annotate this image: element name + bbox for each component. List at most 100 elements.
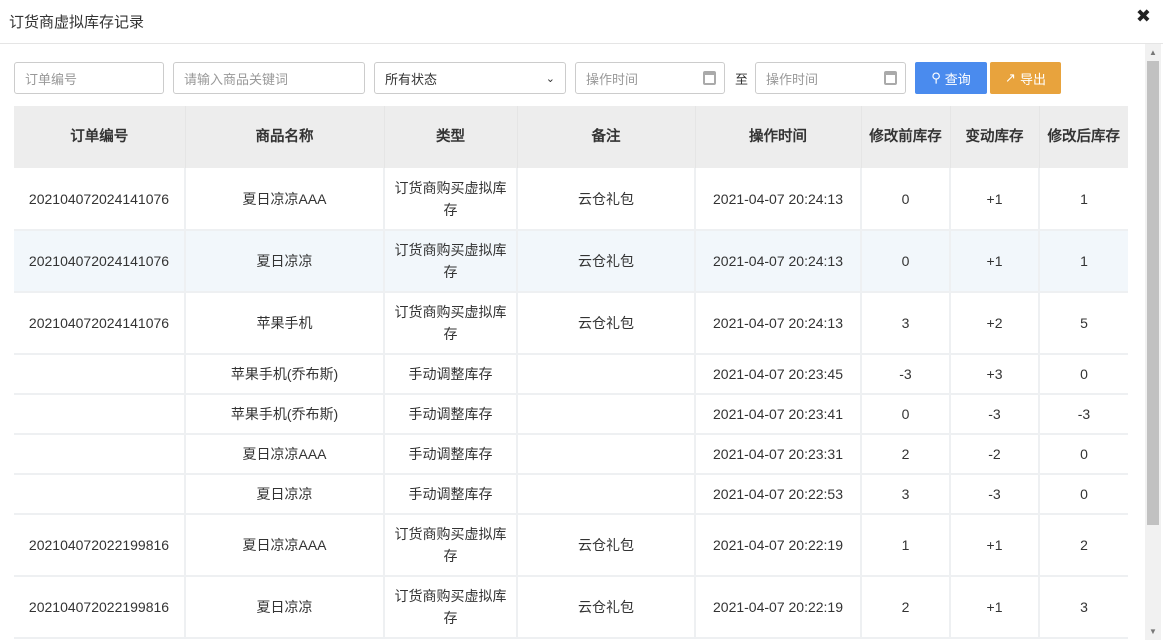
table-cell: 手动调整库存 <box>384 354 518 395</box>
order-no-input[interactable]: 订单编号 <box>14 62 164 94</box>
table-row[interactable]: 夏日凉凉AAA 手动调整库存 2021-04-07 20:23:31 2 -2 0 <box>14 434 1128 475</box>
to-label: 至 <box>735 71 749 87</box>
table-cell: 1 <box>861 514 951 577</box>
table-cell: 订货商购买虚拟库存 <box>384 292 518 355</box>
table-row[interactable]: 202104072024141076 夏日凉凉AAA 订货商购买虚拟库存 云仓礼包 20… <box>14 168 1128 231</box>
scrollbar-thumb[interactable] <box>1147 61 1159 525</box>
table-cell: -2 <box>950 434 1040 475</box>
table-cell: 5 <box>1039 292 1128 355</box>
table-cell: 云仓礼包 <box>517 292 696 355</box>
table-cell: 202104072022199816 <box>14 576 186 639</box>
table-cell: 苹果手机 <box>185 292 385 355</box>
inventory-table: 订单编号 商品名称 类型 备注 操作时间 修改前库存 变动库存 修改后库存 202104072… <box>14 106 1128 639</box>
table-cell: 云仓礼包 <box>517 576 696 639</box>
table-cell: 夏日凉凉AAA <box>185 514 385 577</box>
search-button[interactable]: ⚲ 查询 <box>915 62 988 94</box>
table-cell: -3 <box>950 474 1040 515</box>
table-cell: +1 <box>950 514 1040 577</box>
table-row[interactable]: 202104072024141076 夏日凉凉 订货商购买虚拟库存 云仓礼包 2021-… <box>14 230 1128 293</box>
export-label: 导出 <box>1019 71 1046 87</box>
start-time-input[interactable]: 操作时间 <box>575 62 725 94</box>
table-cell: 2 <box>1039 514 1128 577</box>
table-cell: 手动调整库存 <box>384 394 518 435</box>
table-cell: 2 <box>861 576 951 639</box>
end-time-placeholder: 操作时间 <box>766 71 819 87</box>
calendar-icon <box>703 71 716 85</box>
table-cell: 2021-04-07 20:23:31 <box>695 434 862 475</box>
column-header: 修改前库存 <box>861 106 951 168</box>
column-header: 修改后库存 <box>1039 106 1128 168</box>
keyword-input[interactable]: 请输入商品关键词 <box>173 62 365 94</box>
table-cell: 2021-04-07 20:22:19 <box>695 576 862 639</box>
table-cell <box>14 474 186 515</box>
end-time-input[interactable]: 操作时间 <box>755 62 907 94</box>
table-cell: 3 <box>861 292 951 355</box>
table-row[interactable]: 苹果手机(乔布斯) 手动调整库存 2021-04-07 20:23:41 0 -3 -3 <box>14 394 1128 435</box>
table-row[interactable]: 202104072022199816 夏日凉凉 订货商购买虚拟库存 云仓礼包 2021-… <box>14 576 1128 639</box>
table-cell: 2021-04-07 20:24:13 <box>695 292 862 355</box>
table-cell: 0 <box>861 394 951 435</box>
table-cell: 0 <box>1039 354 1128 395</box>
table-cell <box>517 354 696 395</box>
table-cell: 手动调整库存 <box>384 434 518 475</box>
column-header: 订单编号 <box>14 106 186 168</box>
table-cell: 2021-04-07 20:22:19 <box>695 514 862 577</box>
table-cell: 1 <box>1039 230 1128 293</box>
table-cell: 2021-04-07 20:23:41 <box>695 394 862 435</box>
close-icon[interactable]: ✖ <box>1135 6 1151 26</box>
table-cell <box>14 434 186 475</box>
table-cell: 夏日凉凉AAA <box>185 168 385 231</box>
column-header: 备注 <box>517 106 696 168</box>
status-selected: 所有状态 <box>385 71 438 87</box>
table-cell: 3 <box>861 474 951 515</box>
table-cell <box>517 474 696 515</box>
table-cell: 0 <box>1039 474 1128 515</box>
table-cell: +3 <box>950 354 1040 395</box>
table-cell: 订货商购买虚拟库存 <box>384 514 518 577</box>
table-cell: 1 <box>1039 168 1128 231</box>
table-cell: 202104072022199816 <box>14 514 186 577</box>
export-icon: ↗ <box>1005 70 1016 85</box>
table-cell: 订货商购买虚拟库存 <box>384 576 518 639</box>
table-cell: +2 <box>950 292 1040 355</box>
table-cell: 0 <box>1039 434 1128 475</box>
table-row[interactable]: 夏日凉凉 手动调整库存 2021-04-07 20:22:53 3 -3 0 <box>14 474 1128 515</box>
export-button[interactable]: ↗ 导出 <box>990 62 1062 94</box>
chevron-down-icon: ⌄ <box>545 72 555 85</box>
column-header: 变动库存 <box>950 106 1040 168</box>
table-cell: -3 <box>861 354 951 395</box>
table-cell: -3 <box>1039 394 1128 435</box>
table-cell: 夏日凉凉 <box>185 576 385 639</box>
table-cell: 2021-04-07 20:22:53 <box>695 474 862 515</box>
table-cell: 3 <box>1039 576 1128 639</box>
filter-toolbar: 订单编号 请输入商品关键词 所有状态 ⌄ 操作时间 至 操作时间 ⚲ 查询 ↗ 导出 <box>14 62 1062 94</box>
table-cell: 2021-04-07 20:24:13 <box>695 230 862 293</box>
table-cell: 2021-04-07 20:24:13 <box>695 168 862 231</box>
search-icon: ⚲ <box>931 70 941 85</box>
table-row[interactable]: 202104072022199816 夏日凉凉AAA 订货商购买虚拟库存 云仓礼包 20… <box>14 514 1128 577</box>
scroll-down-icon[interactable]: ▼ <box>1149 627 1157 636</box>
table-cell: 夏日凉凉AAA <box>185 434 385 475</box>
table-cell: +1 <box>950 168 1040 231</box>
table-cell: 202104072024141076 <box>14 292 186 355</box>
status-select[interactable]: 所有状态 ⌄ <box>374 62 566 94</box>
column-header: 操作时间 <box>695 106 862 168</box>
table-cell <box>14 354 186 395</box>
table-cell <box>14 394 186 435</box>
table-cell: 云仓礼包 <box>517 168 696 231</box>
table-cell: 0 <box>861 168 951 231</box>
start-time-placeholder: 操作时间 <box>586 71 639 87</box>
column-header: 商品名称 <box>185 106 385 168</box>
scroll-up-icon[interactable]: ▲ <box>1149 48 1157 57</box>
scrollbar[interactable]: ▲ ▼ <box>1145 44 1161 640</box>
table-cell: 订货商购买虚拟库存 <box>384 168 518 231</box>
dialog-title: 订货商虚拟库存记录 <box>0 0 1163 44</box>
table-cell: 202104072024141076 <box>14 168 186 231</box>
table-cell: +1 <box>950 230 1040 293</box>
table-cell: 夏日凉凉 <box>185 230 385 293</box>
calendar-icon <box>884 71 898 85</box>
table-row[interactable]: 202104072024141076 苹果手机 订货商购买虚拟库存 云仓礼包 2021-… <box>14 292 1128 355</box>
table-cell: 苹果手机(乔布斯) <box>185 394 385 435</box>
table-cell: 手动调整库存 <box>384 474 518 515</box>
table-row[interactable]: 苹果手机(乔布斯) 手动调整库存 2021-04-07 20:23:45 -3 +3 0 <box>14 354 1128 395</box>
